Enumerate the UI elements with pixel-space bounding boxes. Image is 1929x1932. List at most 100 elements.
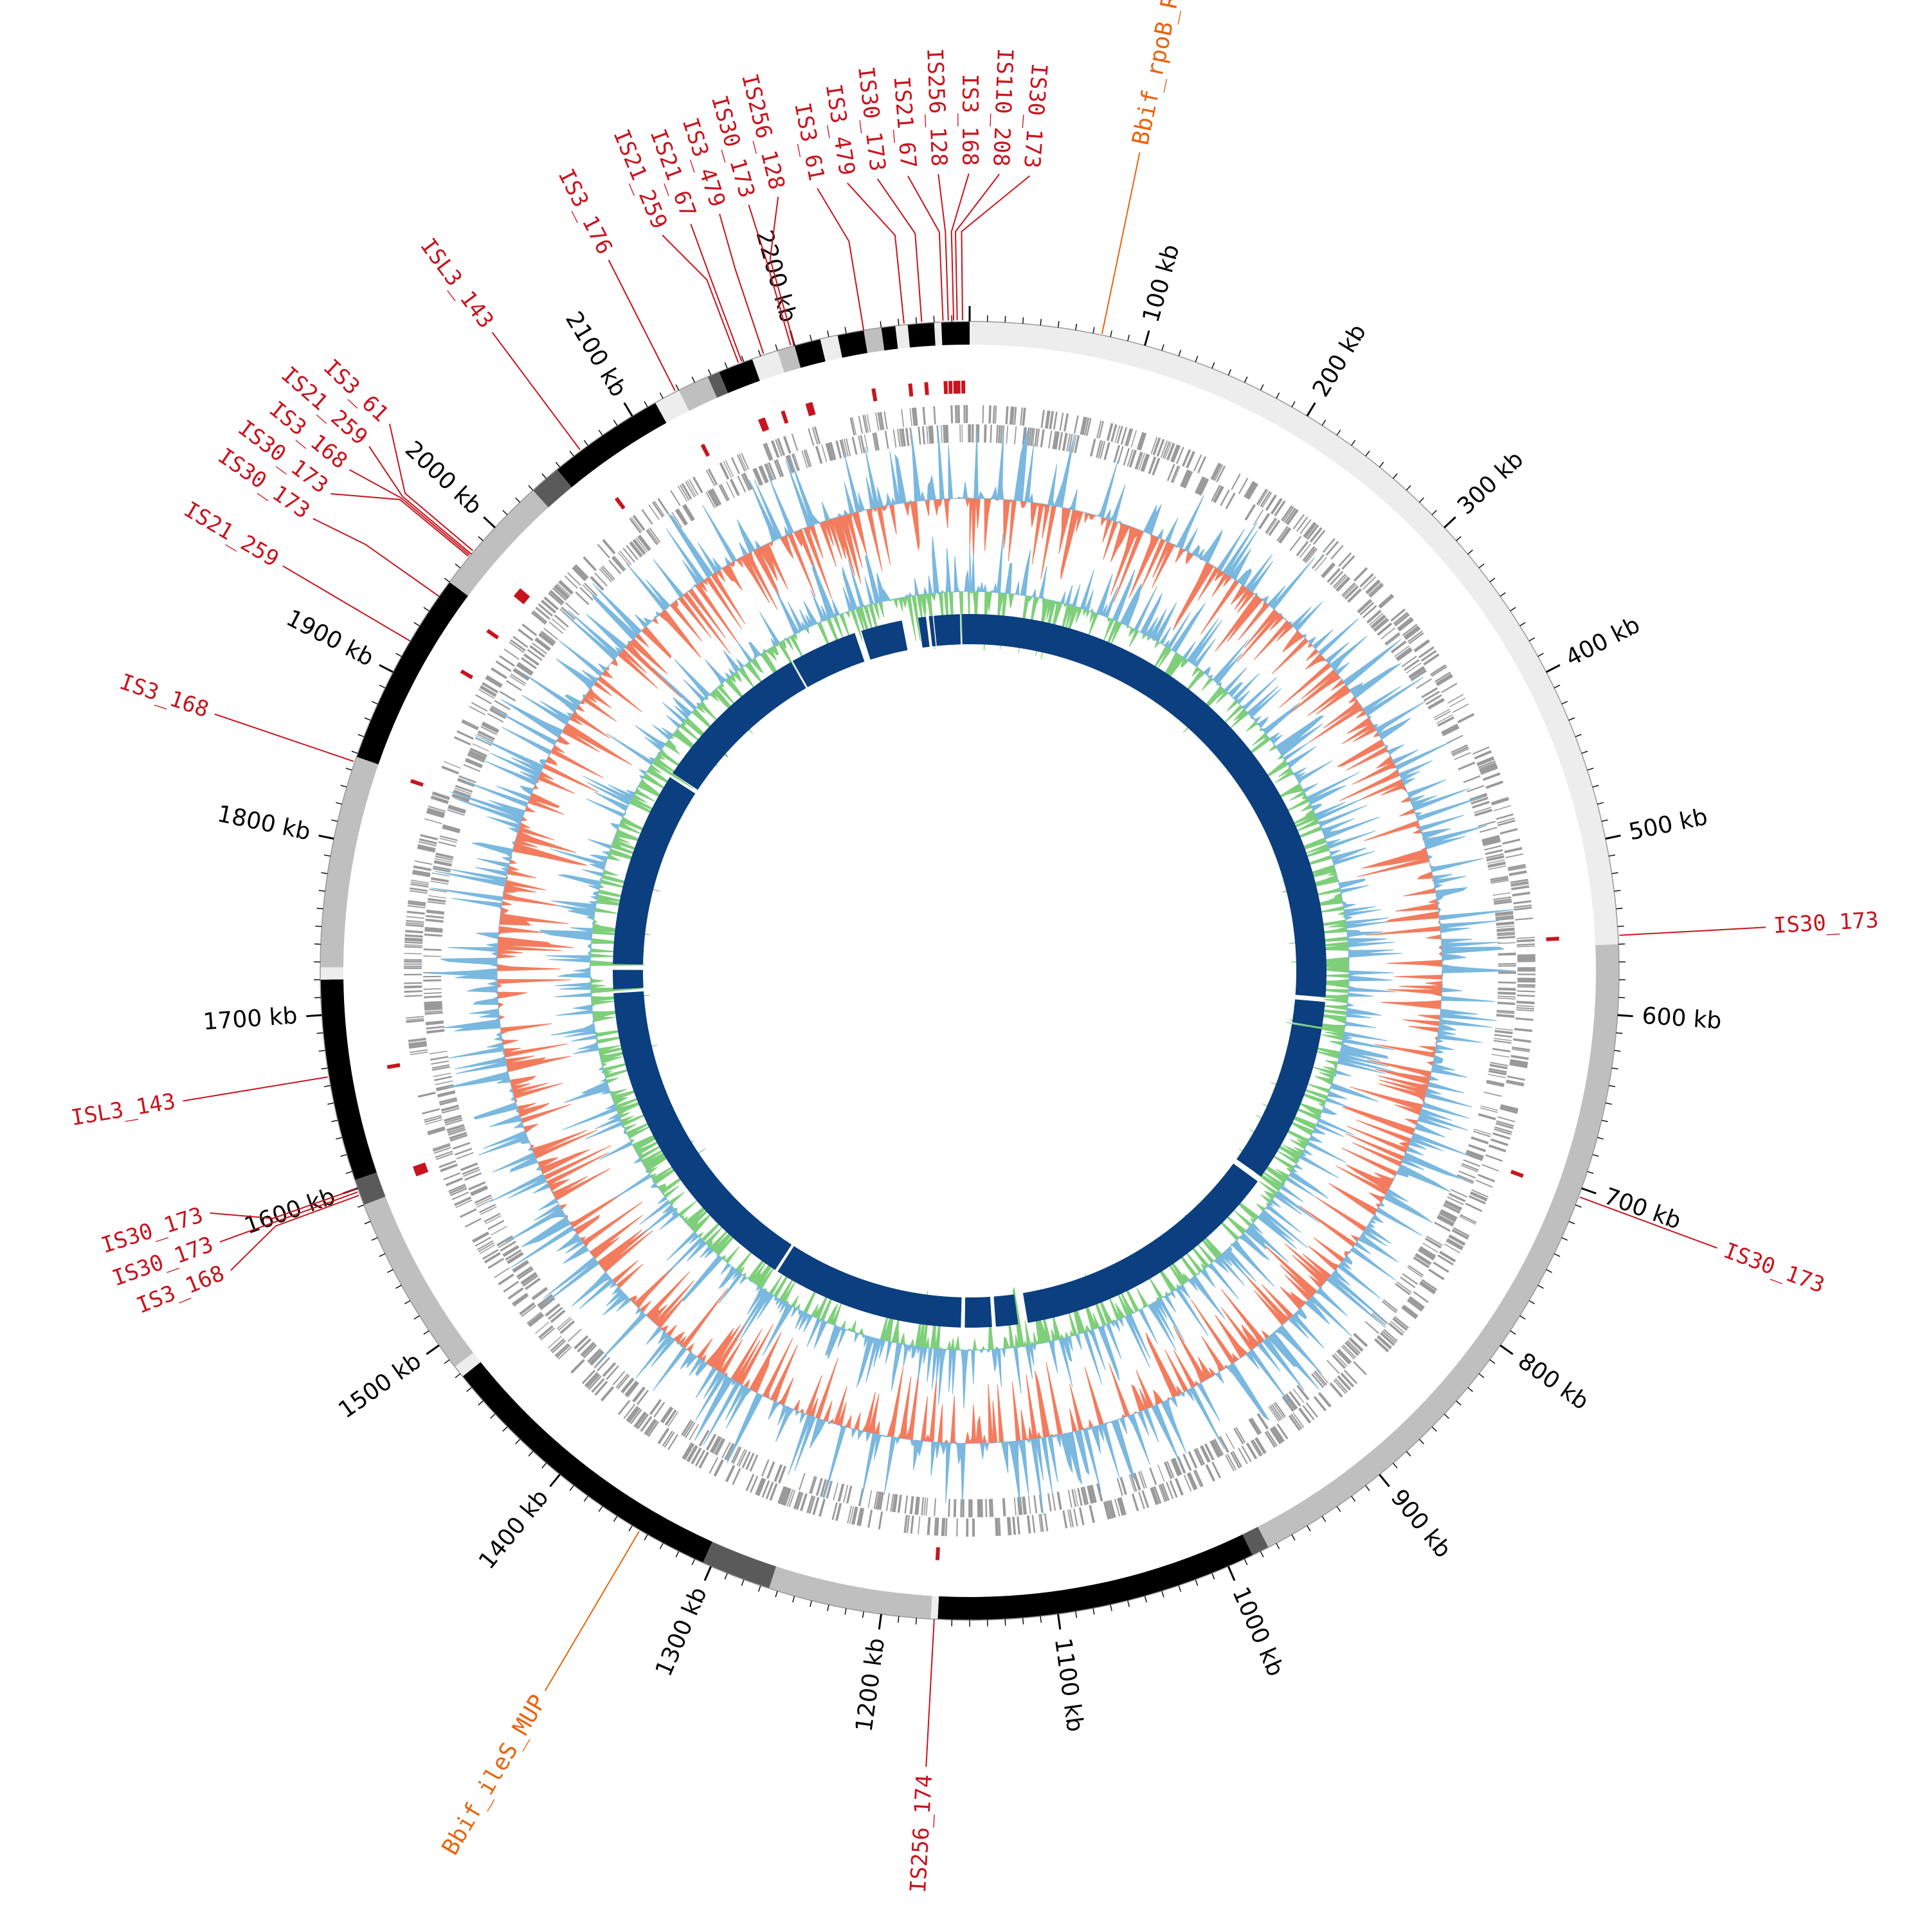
cds-feature bbox=[1498, 965, 1516, 966]
cds-feature bbox=[1071, 1489, 1076, 1507]
gene-leader-line bbox=[545, 1531, 639, 1691]
minor-tick bbox=[1005, 316, 1006, 323]
cds-feature bbox=[1460, 1214, 1476, 1223]
minor-tick bbox=[1612, 1068, 1618, 1069]
is-leader-line bbox=[493, 332, 581, 450]
minor-tick bbox=[1195, 1580, 1197, 1585]
cds-feature bbox=[404, 941, 422, 944]
cds-feature bbox=[886, 1493, 890, 1511]
cds-feature bbox=[1484, 845, 1502, 850]
minor-tick bbox=[810, 1601, 811, 1607]
tick-label: 1400 kb bbox=[474, 1485, 554, 1575]
is-element-mark bbox=[908, 383, 913, 396]
cds-feature bbox=[966, 1519, 968, 1537]
minor-tick bbox=[1245, 377, 1247, 383]
cds-feature bbox=[1517, 943, 1535, 946]
cds-feature bbox=[918, 1516, 920, 1534]
minor-tick bbox=[503, 1427, 507, 1431]
cds-feature bbox=[868, 1490, 873, 1508]
minor-tick bbox=[1366, 1486, 1370, 1491]
cds-feature bbox=[1517, 973, 1535, 975]
major-tick bbox=[1228, 1566, 1235, 1580]
is-element-mark bbox=[460, 669, 473, 679]
cds-feature bbox=[1306, 1402, 1318, 1418]
is-element-label: ISL3_143 bbox=[415, 233, 498, 333]
cds-feature bbox=[504, 649, 520, 660]
cds-feature bbox=[1027, 1515, 1031, 1533]
cds-feature bbox=[464, 1172, 482, 1180]
is-element-label: IS30_173 bbox=[1019, 62, 1052, 169]
inner-ring-block-5 bbox=[964, 1297, 992, 1328]
cds-feature bbox=[1383, 1299, 1398, 1312]
inner-ring-block-1 bbox=[1292, 999, 1325, 1027]
cds-feature bbox=[446, 1177, 463, 1186]
cds-feature bbox=[1395, 647, 1411, 660]
minor-tick bbox=[1406, 485, 1411, 490]
minor-tick bbox=[845, 1609, 846, 1615]
cds-feature bbox=[453, 1142, 470, 1150]
cds-feature bbox=[685, 1422, 695, 1438]
cds-feature bbox=[430, 1056, 448, 1060]
gene-label: Bbif_ileS_MUP bbox=[437, 1690, 552, 1860]
is-element-mark bbox=[961, 381, 965, 393]
is-element-label: IS110_208 bbox=[988, 48, 1018, 167]
cds-feature bbox=[1059, 413, 1064, 431]
minor-tick bbox=[1606, 1103, 1612, 1104]
minor-tick bbox=[491, 1414, 495, 1418]
tick-label: 600 kb bbox=[1641, 1003, 1722, 1034]
cds-feature bbox=[1290, 536, 1302, 551]
minor-tick bbox=[414, 1316, 419, 1319]
is-element-label: IS30_173 bbox=[1773, 907, 1879, 939]
cds-feature bbox=[970, 424, 971, 442]
cds-feature bbox=[619, 550, 631, 565]
minor-tick bbox=[1510, 608, 1516, 611]
cds-feature bbox=[1194, 1470, 1203, 1487]
cds-feature bbox=[1463, 775, 1481, 783]
cds-feature bbox=[1498, 953, 1516, 956]
cds-feature bbox=[1502, 838, 1520, 845]
minor-tick bbox=[1609, 1085, 1615, 1087]
cds-feature bbox=[406, 916, 424, 919]
is-element-mark bbox=[1546, 937, 1559, 941]
cds-feature bbox=[957, 405, 960, 423]
cds-feature bbox=[867, 1510, 873, 1528]
cds-feature bbox=[926, 426, 928, 444]
cds-feature bbox=[1517, 984, 1535, 986]
cds-feature bbox=[963, 405, 965, 423]
cds-feature bbox=[1379, 595, 1394, 609]
cds-feature bbox=[424, 818, 442, 824]
cds-feature bbox=[601, 1386, 614, 1402]
cds-feature bbox=[1490, 1139, 1508, 1146]
cds-feature bbox=[431, 1060, 449, 1065]
minor-tick bbox=[1058, 321, 1059, 328]
cds-feature bbox=[1517, 939, 1535, 943]
cds-feature bbox=[1513, 900, 1531, 904]
cds-feature bbox=[1032, 1515, 1036, 1533]
cds-feature bbox=[422, 1108, 440, 1115]
major-tick bbox=[1444, 517, 1456, 527]
major-tick bbox=[1546, 665, 1560, 672]
minor-tick bbox=[599, 1506, 602, 1512]
cds-feature bbox=[921, 1497, 924, 1515]
minor-tick bbox=[1145, 1596, 1146, 1603]
cds-feature bbox=[404, 959, 422, 961]
minor-tick bbox=[1322, 420, 1325, 425]
tick-label: 2200 kb bbox=[750, 228, 801, 325]
minor-tick bbox=[1597, 1137, 1604, 1139]
cds-feature bbox=[718, 485, 728, 501]
cds-feature bbox=[904, 1495, 908, 1513]
major-tick bbox=[1582, 1188, 1597, 1193]
cds-feature bbox=[426, 1029, 444, 1034]
cds-feature bbox=[1073, 1508, 1078, 1526]
cds-feature bbox=[799, 1473, 806, 1490]
minor-tick bbox=[1005, 1619, 1006, 1625]
minor-tick bbox=[1276, 393, 1280, 399]
inner-blue-ring bbox=[613, 614, 1327, 1328]
cds-feature bbox=[532, 1287, 547, 1299]
cds-feature bbox=[1052, 1493, 1056, 1511]
major-tick bbox=[1618, 1015, 1633, 1016]
cds-feature bbox=[815, 446, 822, 464]
minor-tick bbox=[1614, 890, 1620, 891]
cds-feature bbox=[527, 1313, 543, 1326]
is-element-label: IS3_61 bbox=[789, 100, 829, 183]
